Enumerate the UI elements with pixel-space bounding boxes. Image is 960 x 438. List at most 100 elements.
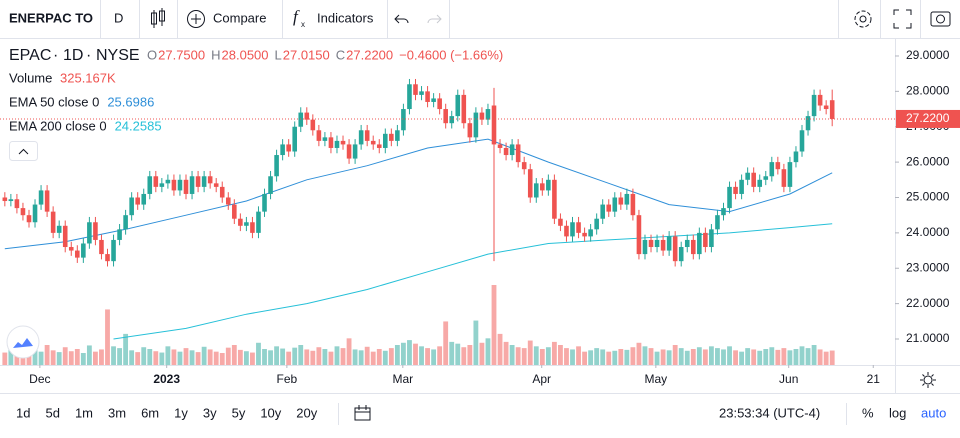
indicators-icon-sub: x bbox=[301, 20, 305, 29]
y-tick-label: 24.0000 bbox=[906, 225, 950, 239]
volume-bar bbox=[328, 351, 334, 365]
legend-ohlc-label: H bbox=[211, 47, 220, 62]
volume-bar bbox=[2, 352, 8, 365]
candle-body bbox=[141, 193, 147, 205]
range-button[interactable]: 1m bbox=[75, 405, 93, 420]
date-range-button[interactable] bbox=[354, 405, 371, 421]
volume-bar bbox=[708, 346, 714, 365]
candle-body bbox=[298, 112, 304, 127]
settings-button[interactable] bbox=[854, 10, 872, 28]
candle-body bbox=[467, 123, 473, 138]
candle-body bbox=[491, 105, 497, 145]
volume-bar bbox=[280, 348, 286, 365]
symbol-search[interactable]: ENERPAC TO bbox=[9, 10, 93, 25]
candle-body bbox=[799, 130, 805, 152]
candle-body bbox=[2, 197, 8, 202]
volume-bar bbox=[817, 349, 823, 365]
candle-body bbox=[334, 140, 340, 148]
indicators-icon[interactable]: f bbox=[293, 7, 300, 26]
volume-bar bbox=[243, 351, 249, 365]
compare-button[interactable]: Compare bbox=[213, 10, 266, 25]
volume-bar bbox=[690, 349, 696, 365]
candle-body bbox=[383, 133, 388, 148]
legend-ohlc-label: O bbox=[147, 47, 157, 62]
candle-body bbox=[111, 239, 116, 262]
candle-body bbox=[570, 222, 575, 237]
candle-body bbox=[769, 162, 775, 177]
volume-bar bbox=[292, 347, 298, 365]
x-tick-label: Feb bbox=[277, 372, 298, 386]
x-tick-label: Dec bbox=[29, 372, 50, 386]
log-toggle[interactable]: log bbox=[889, 405, 906, 420]
redo-button[interactable] bbox=[427, 14, 442, 24]
volume-bar bbox=[141, 347, 147, 365]
volume-bar bbox=[721, 349, 726, 365]
interval-button[interactable]: D bbox=[114, 10, 123, 25]
volume-bar bbox=[376, 349, 382, 365]
candle-body bbox=[213, 183, 219, 187]
range-button[interactable]: 1y bbox=[174, 405, 188, 420]
x-tick-label: Mar bbox=[392, 372, 413, 386]
volume-bar bbox=[358, 350, 364, 365]
volume-bar bbox=[322, 349, 328, 365]
candle-body bbox=[250, 222, 255, 233]
indicator-icon-button[interactable] bbox=[6, 325, 40, 359]
price-axis: 21.0000 22.0000 23.0000 24.0000 25.0000 26.00… bbox=[29, 48, 960, 386]
candle-body bbox=[817, 94, 823, 106]
plot bbox=[0, 78, 895, 365]
volume-bar bbox=[551, 341, 557, 365]
snapshot-button[interactable] bbox=[930, 11, 951, 27]
range-button[interactable]: 5y bbox=[232, 405, 246, 420]
collapse-legend-button[interactable] bbox=[9, 141, 38, 161]
candle-body bbox=[558, 218, 563, 226]
range-button[interactable]: 10y bbox=[260, 405, 281, 420]
candle-body bbox=[207, 176, 213, 184]
candle-body bbox=[159, 183, 165, 187]
volume-bar bbox=[829, 350, 835, 365]
undo-button[interactable] bbox=[394, 14, 409, 24]
candle-body bbox=[14, 199, 20, 209]
auto-toggle[interactable]: auto bbox=[921, 405, 946, 420]
range-button[interactable]: 5d bbox=[45, 405, 59, 420]
candle-body bbox=[503, 147, 509, 156]
range-button[interactable]: 1d bbox=[16, 405, 30, 420]
volume-bar bbox=[509, 345, 515, 365]
volume-bar bbox=[123, 333, 129, 365]
candle-body bbox=[189, 176, 195, 194]
candle-body bbox=[479, 112, 485, 120]
range-button[interactable]: 20y bbox=[296, 405, 317, 420]
candle-body bbox=[129, 197, 134, 216]
chart-style-button[interactable] bbox=[151, 8, 165, 28]
volume-bar bbox=[811, 345, 817, 365]
volume-bar bbox=[364, 346, 370, 365]
indicators-button[interactable]: Indicators bbox=[317, 10, 374, 25]
candle-body bbox=[286, 144, 291, 152]
volume-bar bbox=[558, 345, 563, 365]
volume-bar bbox=[201, 346, 207, 365]
candle-body bbox=[715, 215, 720, 230]
candle-body bbox=[690, 239, 696, 255]
percent-toggle[interactable]: % bbox=[862, 405, 874, 420]
range-button[interactable]: 3y bbox=[203, 405, 217, 420]
volume-bar bbox=[268, 350, 273, 365]
volume-bar bbox=[443, 321, 449, 365]
candle-body bbox=[745, 172, 750, 180]
volume-bar bbox=[225, 347, 231, 365]
volume-bar bbox=[479, 342, 485, 365]
volume-bar bbox=[751, 349, 757, 365]
volume-bar bbox=[135, 352, 141, 365]
compare-icon[interactable] bbox=[187, 10, 205, 28]
range-button[interactable]: 6m bbox=[141, 405, 159, 420]
volume-bar bbox=[237, 349, 243, 365]
volume-bar bbox=[382, 350, 388, 365]
legend-change: −0.4600 (−1.66%) bbox=[399, 47, 503, 62]
candle-body bbox=[606, 204, 612, 212]
candle-body bbox=[576, 222, 581, 233]
y-tick-label: 28.0000 bbox=[906, 84, 950, 98]
candle-body bbox=[733, 186, 738, 194]
candle-body bbox=[751, 172, 756, 187]
axis-settings-button[interactable] bbox=[920, 372, 936, 388]
range-button[interactable]: 3m bbox=[108, 405, 126, 420]
candle-body bbox=[594, 218, 599, 230]
fullscreen-button[interactable] bbox=[893, 9, 912, 29]
